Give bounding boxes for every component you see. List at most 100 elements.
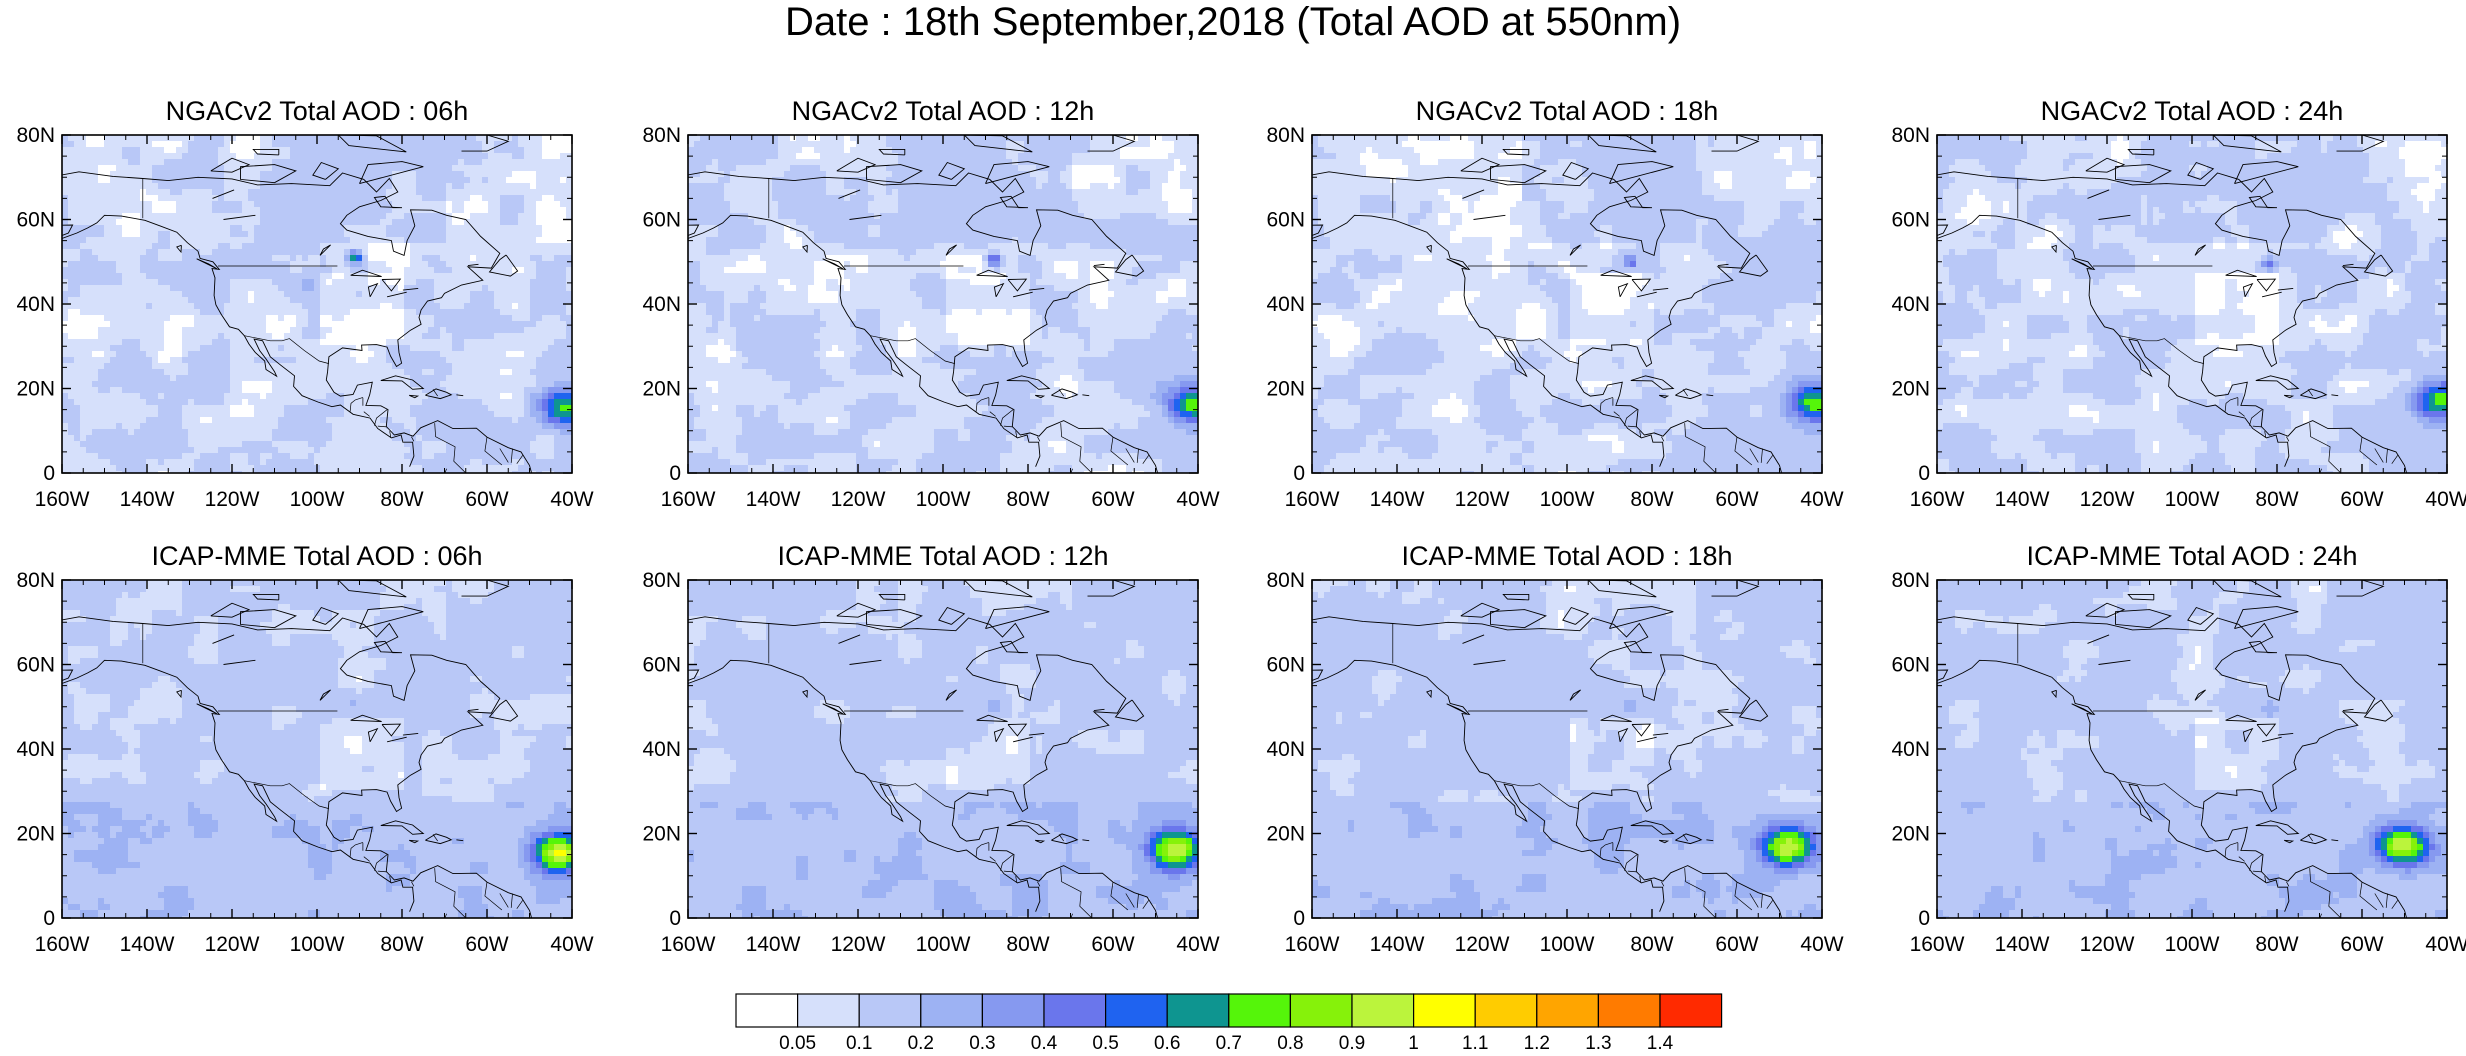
aod-cell: [398, 177, 404, 183]
aod-cell: [380, 285, 386, 291]
aod-cell: [218, 423, 224, 429]
aod-cell: [536, 165, 542, 171]
aod-cell: [494, 429, 500, 435]
aod-cell: [422, 189, 428, 195]
aod-cell: [530, 471, 536, 473]
aod-cell: [158, 459, 164, 465]
aod-cell: [332, 189, 338, 195]
aod-cell: [542, 411, 548, 417]
aod-cell: [176, 207, 182, 213]
aod-cell: [152, 375, 158, 381]
aod-cell: [92, 423, 98, 429]
aod-cell: [236, 189, 242, 195]
aod-cell: [308, 171, 314, 177]
aod-cell: [260, 261, 266, 267]
aod-cell: [548, 165, 554, 171]
aod-cell: [146, 243, 152, 249]
aod-cell: [554, 411, 560, 417]
aod-cell: [116, 321, 122, 327]
aod-cell: [92, 213, 98, 219]
aod-cell: [134, 243, 140, 249]
aod-cell: [530, 267, 536, 273]
aod-cell: [320, 279, 326, 285]
aod-cell: [482, 459, 488, 465]
aod-cell: [242, 183, 248, 189]
aod-cell: [206, 249, 212, 255]
aod-cell: [338, 411, 344, 417]
aod-cell: [488, 315, 494, 321]
aod-cell: [380, 261, 386, 267]
aod-cell: [242, 249, 248, 255]
aod-cell: [410, 309, 416, 315]
aod-cell: [350, 243, 356, 249]
aod-cell: [212, 387, 218, 393]
aod-cell: [482, 387, 488, 393]
aod-cell: [512, 375, 518, 381]
aod-cell: [104, 357, 110, 363]
aod-cell: [566, 165, 572, 171]
aod-cell: [170, 315, 176, 321]
aod-cell: [218, 399, 224, 405]
aod-cell: [392, 237, 398, 243]
aod-cell: [68, 345, 74, 351]
aod-cell: [560, 399, 566, 405]
aod-cell: [230, 339, 236, 345]
aod-cell: [362, 429, 368, 435]
aod-cell: [194, 153, 200, 159]
aod-cell: [374, 399, 380, 405]
aod-cell: [146, 471, 152, 473]
aod-cell: [308, 447, 314, 453]
aod-cell: [314, 189, 320, 195]
aod-cell: [422, 297, 428, 303]
aod-cell: [230, 177, 236, 183]
aod-cell: [398, 447, 404, 453]
aod-cell: [554, 315, 560, 321]
aod-cell: [296, 153, 302, 159]
aod-cell: [278, 231, 284, 237]
aod-cell: [134, 375, 140, 381]
aod-cell: [122, 153, 128, 159]
aod-cell: [128, 207, 134, 213]
aod-cell: [278, 399, 284, 405]
aod-cell: [452, 249, 458, 255]
aod-cell: [230, 315, 236, 321]
political-border: [516, 455, 523, 464]
aod-cell: [104, 423, 110, 429]
aod-cell: [272, 399, 278, 405]
aod-cell: [218, 225, 224, 231]
aod-cell: [440, 237, 446, 243]
aod-cell: [224, 441, 230, 447]
aod-cell: [74, 141, 80, 147]
aod-cell: [80, 213, 86, 219]
aod-cell: [200, 141, 206, 147]
aod-cell: [374, 345, 380, 351]
aod-cell: [158, 297, 164, 303]
aod-cell: [458, 213, 464, 219]
aod-cell: [74, 255, 80, 261]
aod-cell: [152, 141, 158, 147]
aod-cell: [80, 291, 86, 297]
aod-cell: [482, 345, 488, 351]
aod-cell: [254, 345, 260, 351]
aod-cell: [302, 255, 308, 261]
aod-cell: [266, 273, 272, 279]
aod-cell: [242, 447, 248, 453]
aod-cell: [104, 183, 110, 189]
aod-cell: [164, 351, 170, 357]
aod-cell: [188, 417, 194, 423]
aod-cell: [212, 465, 218, 471]
aod-cell: [62, 255, 68, 261]
aod-cell: [116, 417, 122, 423]
aod-cell: [74, 459, 80, 465]
aod-cell: [446, 369, 452, 375]
aod-cell: [416, 375, 422, 381]
aod-cell: [494, 393, 500, 399]
aod-cell: [284, 429, 290, 435]
aod-cell: [416, 405, 422, 411]
aod-cell: [134, 261, 140, 267]
aod-cell: [488, 435, 494, 441]
aod-cell: [218, 279, 224, 285]
aod-cell: [260, 393, 266, 399]
aod-cell: [272, 405, 278, 411]
aod-cell: [332, 453, 338, 459]
